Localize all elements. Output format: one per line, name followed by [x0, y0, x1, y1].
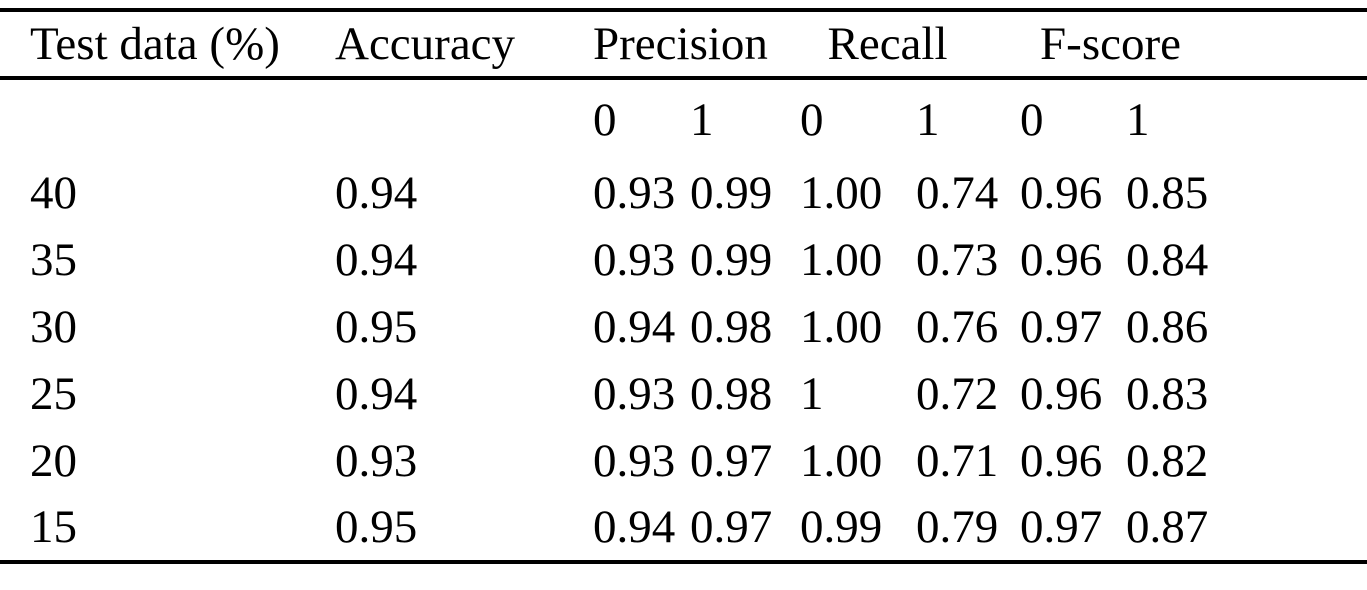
cell-fscore-1: 0.82: [1126, 435, 1209, 487]
cell-recall-0: 1.00: [800, 167, 883, 219]
filler-cell: [1246, 160, 1367, 227]
subheader-cell: [0, 78, 335, 160]
cell-recall-1: 0.72: [916, 368, 999, 420]
col-header-accuracy: Accuracy: [335, 10, 593, 80]
cell-test-data: 20: [30, 435, 77, 487]
cell-precision-1: 0.99: [690, 234, 773, 286]
table-row: 30 0.95 0.94 0.98 1.00 0.76 0.97 0.86: [0, 294, 1367, 361]
table-row: 35 0.94 0.93 0.99 1.00 0.73 0.96 0.84: [0, 227, 1367, 294]
cell-fscore-1: 0.84: [1126, 234, 1209, 286]
cell-accuracy: 0.94: [335, 234, 418, 286]
cell-accuracy: 0.94: [335, 167, 418, 219]
cell-recall-1: 0.74: [916, 167, 999, 219]
cell-recall-1: 0.79: [916, 501, 999, 553]
filler-cell: [1246, 361, 1367, 428]
cell-test-data: 30: [30, 301, 77, 353]
cell-precision-0: 0.93: [593, 368, 676, 420]
subheader-class-1: 1: [690, 93, 714, 146]
table-row: 40 0.94 0.93 0.99 1.00 0.74 0.96 0.85: [0, 160, 1367, 227]
table-row: 25 0.94 0.93 0.98 1 0.72 0.96 0.83: [0, 361, 1367, 428]
cell-recall-0: 0.99: [800, 501, 883, 553]
cell-precision-1: 0.98: [690, 368, 773, 420]
cell-precision-1: 0.99: [690, 167, 773, 219]
cell-precision-0: 0.94: [593, 301, 676, 353]
cell-recall-1: 0.73: [916, 234, 999, 286]
table-header-row: Test data (%) Accuracy Precision Recall …: [0, 10, 1367, 80]
cell-precision-0: 0.94: [593, 501, 676, 553]
subheader-class-0: 0: [593, 93, 617, 146]
cell-precision-0: 0.93: [593, 435, 676, 487]
cell-precision-1: 0.97: [690, 435, 773, 487]
cell-test-data: 40: [30, 167, 77, 219]
filler-cell: [1246, 78, 1367, 160]
table-row: 15 0.95 0.94 0.97 0.99 0.79 0.97 0.87: [0, 495, 1367, 562]
cell-fscore-0: 0.96: [1020, 234, 1103, 286]
cell-precision-1: 0.98: [690, 301, 773, 353]
cell-recall-0: 1.00: [800, 301, 883, 353]
cell-test-data: 25: [30, 368, 77, 420]
cell-fscore-0: 0.97: [1020, 501, 1103, 553]
cell-recall-1: 0.76: [916, 301, 999, 353]
cell-recall-0: 1.00: [800, 435, 883, 487]
subheader-class-0: 0: [1020, 93, 1044, 146]
cell-precision-0: 0.93: [593, 234, 676, 286]
cell-test-data: 35: [30, 234, 77, 286]
subheader-class-0: 0: [800, 93, 824, 146]
table-subheader-row: 0 1 0 1 0 1: [0, 78, 1367, 160]
cell-precision-1: 0.97: [690, 501, 773, 553]
cell-recall-1: 0.71: [916, 435, 999, 487]
results-table: Test data (%) Accuracy Precision Recall …: [0, 8, 1367, 564]
col-header-precision: Precision: [593, 10, 801, 80]
cell-recall-0: 1.00: [800, 234, 883, 286]
table-row: 20 0.93 0.93 0.97 1.00 0.71 0.96 0.82: [0, 428, 1367, 495]
col-header-test-data: Test data (%): [0, 10, 335, 80]
col-header-recall: Recall: [800, 10, 1021, 80]
cell-test-data: 15: [30, 501, 77, 553]
cell-fscore-0: 0.96: [1020, 435, 1103, 487]
cell-accuracy: 0.93: [335, 435, 418, 487]
cell-fscore-0: 0.97: [1020, 301, 1103, 353]
cell-fscore-1: 0.87: [1126, 501, 1209, 553]
filler-cell: [1246, 227, 1367, 294]
cell-accuracy: 0.94: [335, 368, 418, 420]
cell-accuracy: 0.95: [335, 301, 418, 353]
filler-cell: [1246, 428, 1367, 495]
cell-recall-0: 1: [800, 368, 824, 420]
cell-precision-0: 0.93: [593, 167, 676, 219]
subheader-class-1: 1: [916, 93, 940, 146]
cell-fscore-1: 0.85: [1126, 167, 1209, 219]
filler-cell: [1246, 495, 1367, 562]
filler-cell: [1246, 10, 1367, 80]
cell-accuracy: 0.95: [335, 501, 418, 553]
cell-fscore-1: 0.83: [1126, 368, 1209, 420]
subheader-class-1: 1: [1126, 93, 1150, 146]
cell-fscore-1: 0.86: [1126, 301, 1209, 353]
col-header-fscore: F-score: [1020, 10, 1247, 80]
subheader-cell: [335, 78, 593, 160]
filler-cell: [1246, 294, 1367, 361]
cell-fscore-0: 0.96: [1020, 167, 1103, 219]
cell-fscore-0: 0.96: [1020, 368, 1103, 420]
